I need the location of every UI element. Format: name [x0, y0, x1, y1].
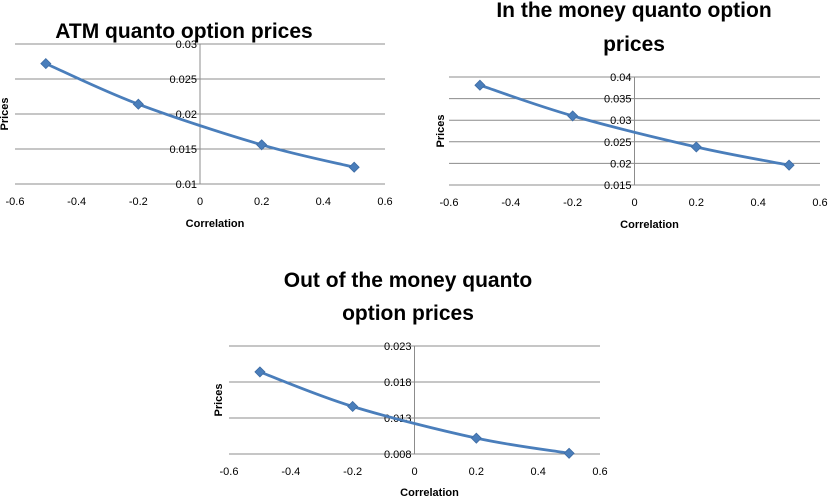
x-tick-label: -0.4 [281, 466, 300, 478]
chart-title-line: prices [603, 33, 665, 56]
series-line [45, 62, 355, 169]
y-tick-label: 0.03 [610, 115, 631, 127]
chart-3: Out of the money quanto option prices 0.00… [213, 269, 608, 499]
y-tick-label: 0.01 [176, 179, 197, 191]
x-tick-label: 0.6 [812, 197, 827, 209]
y-tick-label: 0.025 [604, 137, 632, 149]
y-tick-label: 0.023 [384, 341, 412, 353]
y-tick-label: 0.018 [384, 377, 412, 389]
y-axis-label: Prices [435, 114, 447, 147]
y-tick-label: 0.015 [604, 180, 632, 192]
y-axis-label: Prices [0, 97, 11, 130]
data-point-marker [347, 400, 359, 413]
chart-title-line: Out of the money quanto [284, 269, 532, 292]
x-tick-label: -0.2 [343, 466, 362, 478]
data-point-marker [132, 98, 144, 110]
data-point-marker [783, 159, 795, 171]
x-tick-label: -0.6 [220, 466, 239, 478]
x-tick-label: 0.2 [254, 196, 269, 208]
x-axis-label: Correlation [620, 219, 679, 231]
x-tick-label: 0.6 [377, 196, 392, 208]
x-axis-label: Correlation [186, 218, 245, 230]
y-tick-label: 0.035 [604, 94, 632, 106]
data-point-marker [690, 141, 702, 153]
chart-title-line: In the money quanto option [496, 0, 771, 22]
y-tick-label: 0.02 [610, 158, 631, 170]
chart-1: ATM quanto option prices0.010.0150.020.0… [0, 20, 393, 230]
x-tick-label: 0.4 [751, 197, 766, 209]
y-tick-label: 0.04 [610, 72, 631, 84]
x-tick-label: 0 [631, 197, 637, 209]
series-line [479, 83, 790, 167]
data-point-marker [256, 139, 268, 151]
x-tick-label: 0.4 [316, 196, 331, 208]
x-tick-label: -0.2 [563, 197, 582, 209]
x-tick-label: -0.4 [67, 196, 86, 208]
data-point-marker [563, 447, 575, 459]
chart-title-line: option prices [342, 302, 474, 325]
x-tick-label: 0.2 [469, 466, 484, 478]
y-tick-label: 0.015 [169, 144, 197, 156]
data-point-marker [348, 161, 360, 173]
data-point-marker [254, 366, 266, 378]
x-tick-label: -0.2 [129, 196, 148, 208]
data-point-marker [474, 79, 486, 91]
data-point-marker [40, 58, 52, 70]
x-tick-label: 0.4 [531, 466, 546, 478]
y-tick-label: 0.008 [384, 449, 412, 461]
data-point-marker [470, 432, 482, 444]
x-tick-label: -0.6 [440, 197, 459, 209]
x-tick-label: 0 [411, 466, 417, 478]
x-tick-label: 0 [197, 196, 203, 208]
y-tick-label: 0.03 [176, 39, 197, 51]
x-tick-label: -0.6 [6, 196, 25, 208]
series-line [259, 370, 570, 455]
x-tick-label: 0.6 [592, 466, 607, 478]
chart-title-line: ATM quanto option prices [55, 20, 312, 43]
x-axis-label: Correlation [400, 487, 459, 499]
y-axis-label: Prices [213, 383, 225, 416]
y-tick-label: 0.025 [169, 74, 197, 86]
x-tick-label: 0.2 [689, 197, 704, 209]
chart-2: In the money quanto option prices 0.015 0.0… [435, 0, 828, 231]
data-point-marker [567, 110, 579, 122]
x-tick-label: -0.4 [501, 197, 520, 209]
